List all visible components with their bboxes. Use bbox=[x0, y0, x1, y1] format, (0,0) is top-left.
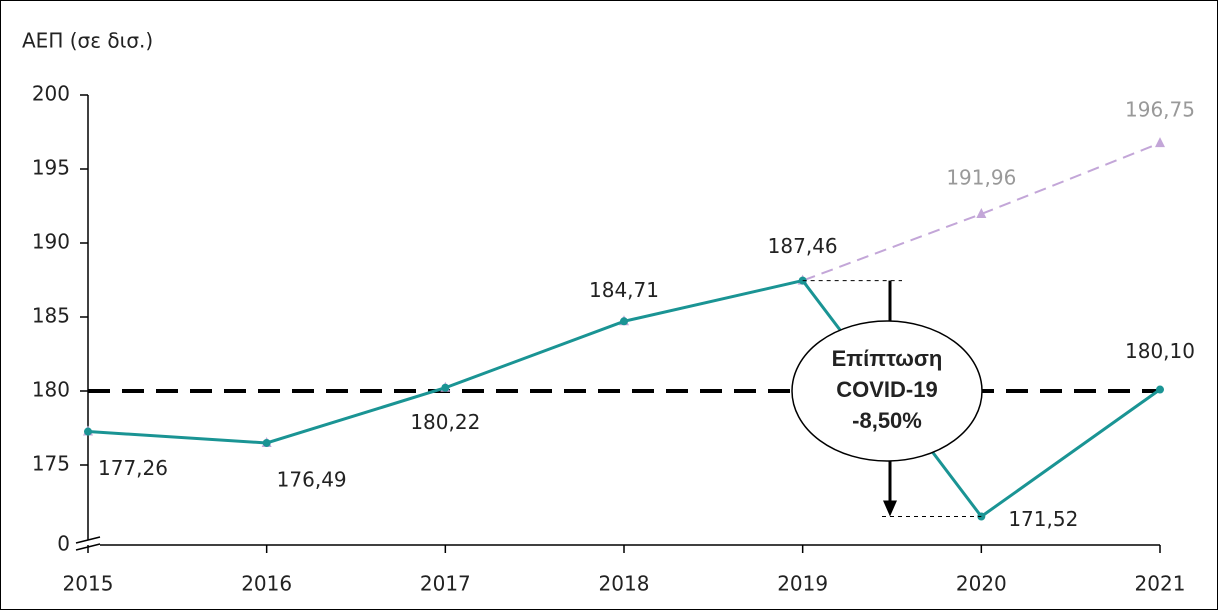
x-tick-label: 2020 bbox=[956, 572, 1007, 596]
point bbox=[84, 427, 92, 436]
point bbox=[1155, 137, 1165, 148]
annotation-text: Επίπτωση bbox=[832, 346, 943, 371]
value-label: 196,75 bbox=[1125, 98, 1195, 122]
x-tick-label: 2021 bbox=[1135, 572, 1186, 596]
value-label: 180,22 bbox=[410, 410, 480, 434]
value-label: 177,26 bbox=[98, 456, 168, 480]
y-tick-label: 185 bbox=[32, 304, 70, 328]
point bbox=[1156, 385, 1164, 394]
x-tick-label: 2019 bbox=[777, 572, 828, 596]
y-tick-label: 195 bbox=[32, 156, 70, 180]
y-axis-title: ΑΕΠ (σε δισ.) bbox=[22, 29, 153, 53]
point bbox=[262, 438, 271, 447]
point bbox=[976, 207, 987, 218]
value-label: 176,49 bbox=[277, 467, 347, 491]
y-tick-label: 180 bbox=[32, 378, 70, 402]
x-tick-label: 2018 bbox=[599, 572, 650, 596]
x-tick-label: 2017 bbox=[420, 572, 471, 596]
annotation-text: -8,50% bbox=[852, 408, 922, 433]
y-tick-label: 175 bbox=[32, 452, 70, 476]
annotation-ellipse bbox=[791, 320, 983, 462]
point bbox=[620, 317, 628, 326]
x-tick-label: 2015 bbox=[63, 572, 114, 596]
value-label: 171,52 bbox=[1008, 507, 1078, 531]
value-label: 180,10 bbox=[1125, 339, 1195, 363]
value-label: 187,46 bbox=[768, 234, 838, 258]
annotation-text: COVID-19 bbox=[836, 377, 937, 402]
value-label: 191,96 bbox=[946, 165, 1016, 189]
y-tick-label: 200 bbox=[32, 82, 70, 106]
value-label: 184,71 bbox=[589, 278, 659, 302]
point bbox=[441, 383, 450, 392]
drop-arrowhead bbox=[883, 500, 897, 517]
y-tick-label: 190 bbox=[32, 230, 70, 254]
axis-break bbox=[75, 536, 101, 544]
y-tick-label: 0 bbox=[57, 532, 70, 556]
axis-break-gap bbox=[76, 540, 100, 548]
x-tick-label: 2016 bbox=[241, 572, 292, 596]
